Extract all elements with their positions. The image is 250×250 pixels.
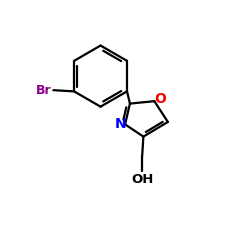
Text: O: O (154, 92, 166, 106)
Text: N: N (114, 118, 126, 132)
Text: Br: Br (36, 84, 51, 97)
Text: OH: OH (132, 173, 154, 186)
